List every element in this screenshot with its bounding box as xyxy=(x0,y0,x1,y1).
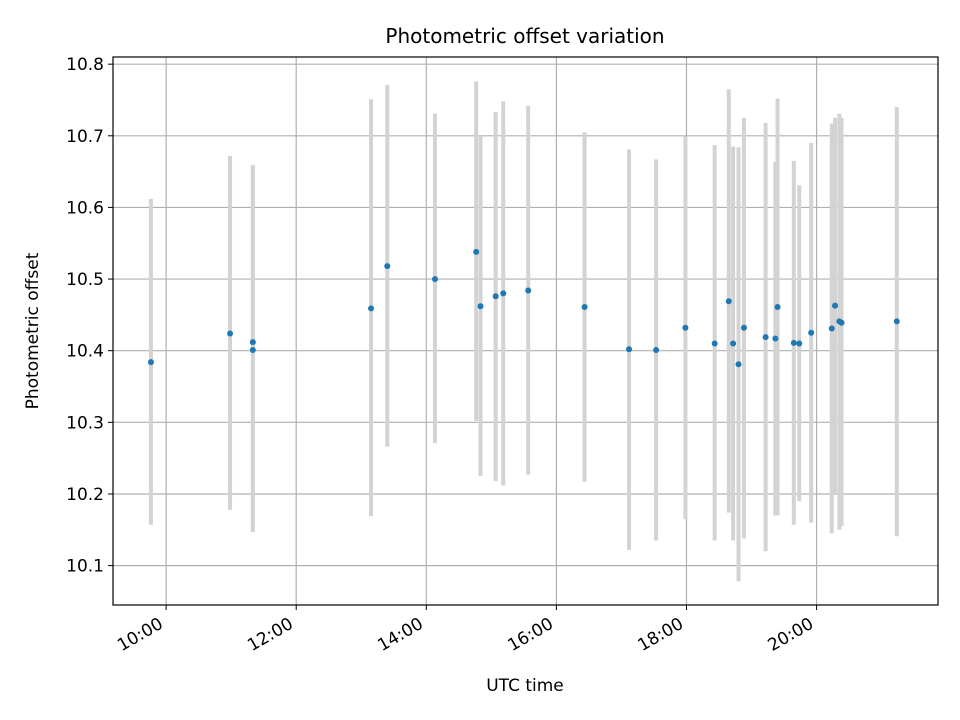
data-point xyxy=(492,293,499,300)
data-point xyxy=(832,302,839,309)
data-point xyxy=(893,318,900,325)
chart-title: Photometric offset variation xyxy=(385,24,664,48)
y-tick-label: 10.3 xyxy=(66,413,104,433)
y-tick-label: 10.6 xyxy=(66,198,104,218)
data-point xyxy=(581,304,588,311)
data-point xyxy=(227,330,234,337)
x-axis-label: UTC time xyxy=(486,676,564,696)
plot-frame xyxy=(112,56,939,606)
data-point xyxy=(725,298,732,305)
data-point xyxy=(772,335,779,342)
y-tick-label: 10.4 xyxy=(66,342,104,362)
data-point xyxy=(477,303,484,310)
y-axis-ticks: 10.1 10.2 10.3 10.4 10.5 10.6 10.7 10.8 xyxy=(66,55,113,577)
data-point xyxy=(796,340,803,347)
data-point xyxy=(838,319,845,326)
data-point xyxy=(790,339,797,346)
data-point xyxy=(762,334,769,341)
data-point xyxy=(147,359,154,366)
y-tick-label: 10.8 xyxy=(66,55,104,75)
data-point xyxy=(808,329,815,336)
data-point xyxy=(740,324,747,331)
data-points xyxy=(147,248,900,368)
y-tick-label: 10.7 xyxy=(66,127,104,147)
data-point xyxy=(653,346,660,353)
data-point xyxy=(774,304,781,311)
data-point xyxy=(500,290,507,297)
data-point xyxy=(735,361,742,368)
data-point xyxy=(828,325,835,332)
data-point xyxy=(384,263,391,270)
y-tick-label: 10.2 xyxy=(66,485,104,505)
data-point xyxy=(711,340,718,347)
data-point xyxy=(525,287,532,294)
data-point xyxy=(249,346,256,353)
data-point xyxy=(249,339,256,346)
data-point xyxy=(368,305,375,312)
data-point xyxy=(626,346,633,353)
data-point xyxy=(431,276,438,283)
data-point xyxy=(473,248,480,255)
y-axis-label: Photometric offset xyxy=(23,252,43,409)
y-tick-label: 10.5 xyxy=(66,270,104,290)
y-tick-label: 10.1 xyxy=(66,557,104,577)
data-point xyxy=(682,324,689,331)
data-point xyxy=(730,340,737,347)
